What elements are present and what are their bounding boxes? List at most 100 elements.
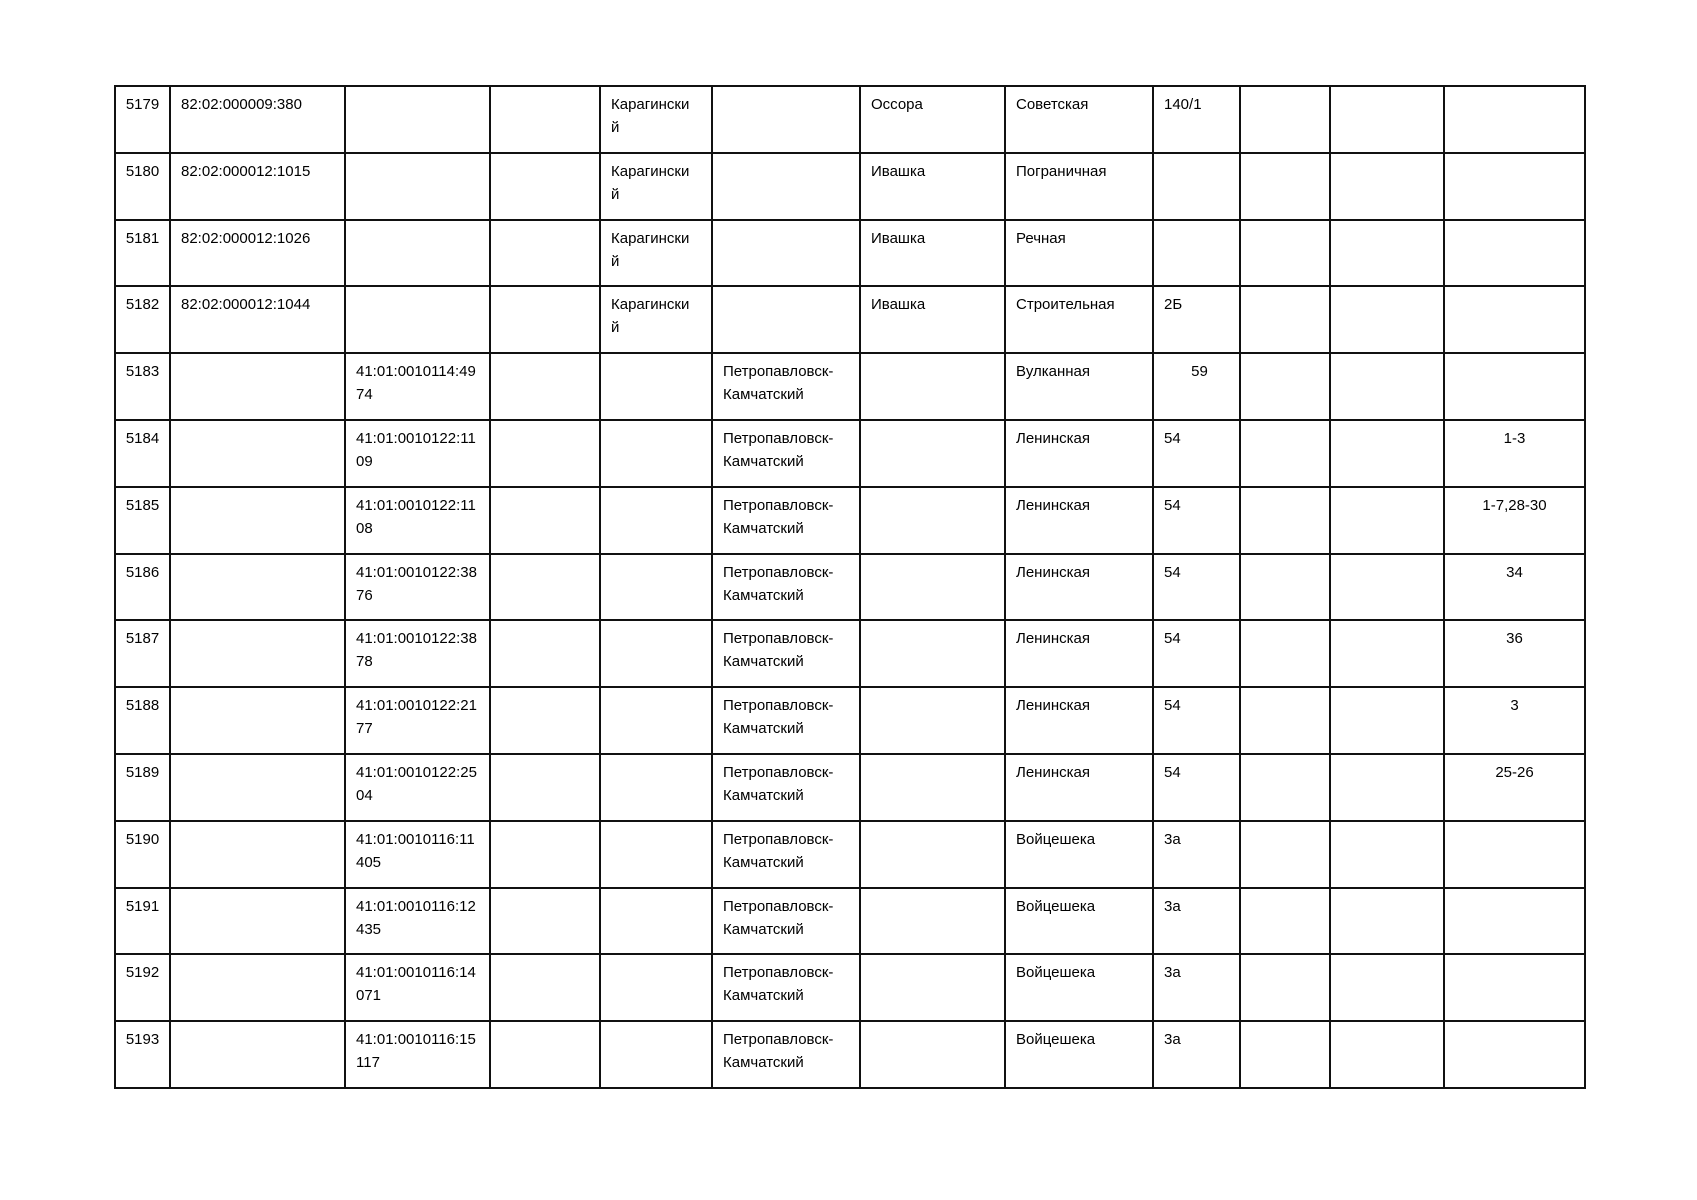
cell-street: Ленинская <box>1004 752 1154 822</box>
cell-settlement: Ивашка <box>859 285 1006 355</box>
cell-cad-41 <box>344 151 491 221</box>
cell-col-4 <box>489 485 601 555</box>
cell-col-11 <box>1329 619 1445 689</box>
cell-settlement <box>859 752 1006 822</box>
cell-apartments: 1-3 <box>1443 418 1586 488</box>
cell-house: 54 <box>1152 552 1241 622</box>
cell-house: 3а <box>1152 1020 1241 1089</box>
cell-settlement <box>859 886 1006 956</box>
cell-col-4 <box>489 886 601 956</box>
cell-district <box>599 418 713 488</box>
cell-apartments <box>1443 819 1586 889</box>
cell-cad-41: 41:01:0010114:49 74 <box>344 352 491 421</box>
cell-num: 5182 <box>114 285 171 355</box>
cell-district <box>599 686 713 755</box>
table-row: 5190 41:01:0010116:11 405 Петропавловск- К… <box>114 819 1586 889</box>
cell-col-10 <box>1239 151 1331 221</box>
cell-col-11 <box>1329 285 1445 355</box>
cell-num: 5179 <box>114 85 171 154</box>
cell-cad-82: 82:02:000012:1026 <box>169 218 346 288</box>
cell-settlement <box>859 686 1006 755</box>
cell-col-11 <box>1329 85 1445 154</box>
cell-street: Ленинская <box>1004 619 1154 689</box>
cell-settlement: Ивашка <box>859 218 1006 288</box>
cell-apartments <box>1443 1020 1586 1089</box>
cell-cad-41 <box>344 285 491 355</box>
cell-street: Ленинская <box>1004 552 1154 622</box>
cell-cad-82 <box>169 953 346 1023</box>
cell-street: Войцешека <box>1004 886 1154 956</box>
cell-cad-41: 41:01:0010116:12 435 <box>344 886 491 956</box>
cell-cad-82 <box>169 418 346 488</box>
cell-col-11 <box>1329 953 1445 1023</box>
table-row: 5188 41:01:0010122:21 77 Петропавловск- Ка… <box>114 686 1586 755</box>
table-row: 5187 41:01:0010122:38 78 Петропавловск- Ка… <box>114 619 1586 689</box>
cell-city: Петропавловск- Камчатский <box>711 619 861 689</box>
cell-house: 54 <box>1152 418 1241 488</box>
cell-city <box>711 151 861 221</box>
cell-district <box>599 352 713 421</box>
table-row: 5181 82:02:000012:1026 Карагински й Ивашка Р… <box>114 218 1586 288</box>
cell-col-10 <box>1239 552 1331 622</box>
cell-cad-82 <box>169 352 346 421</box>
cell-settlement: Оссора <box>859 85 1006 154</box>
cell-district <box>599 752 713 822</box>
cell-apartments: 3 <box>1443 686 1586 755</box>
cell-num: 5190 <box>114 819 171 889</box>
cell-num: 5187 <box>114 619 171 689</box>
cell-col-4 <box>489 619 601 689</box>
cell-cad-41: 41:01:0010116:11 405 <box>344 819 491 889</box>
table-row: 5185 41:01:0010122:11 08 Петропавловск- Ка… <box>114 485 1586 555</box>
cell-house: 140/1 <box>1152 85 1241 154</box>
cell-cad-41: 41:01:0010122:25 04 <box>344 752 491 822</box>
cell-house: 54 <box>1152 686 1241 755</box>
cell-district: Карагински й <box>599 151 713 221</box>
cell-col-11 <box>1329 151 1445 221</box>
cell-district: Карагински й <box>599 218 713 288</box>
cell-cad-82 <box>169 819 346 889</box>
cell-apartments <box>1443 151 1586 221</box>
cell-cad-82 <box>169 886 346 956</box>
cell-apartments <box>1443 886 1586 956</box>
cell-apartments: 34 <box>1443 552 1586 622</box>
cell-num: 5184 <box>114 418 171 488</box>
cell-settlement <box>859 418 1006 488</box>
cell-city: Петропавловск- Камчатский <box>711 552 861 622</box>
cell-cad-82 <box>169 552 346 622</box>
cell-apartments <box>1443 218 1586 288</box>
cell-col-4 <box>489 752 601 822</box>
cell-col-11 <box>1329 418 1445 488</box>
cell-city: Петропавловск- Камчатский <box>711 352 861 421</box>
cell-district: Карагински й <box>599 85 713 154</box>
cell-cad-82 <box>169 485 346 555</box>
cell-col-11 <box>1329 886 1445 956</box>
cell-street: Речная <box>1004 218 1154 288</box>
cell-street: Пограничная <box>1004 151 1154 221</box>
table-row: 5180 82:02:000012:1015 Карагински й Ивашка П… <box>114 151 1586 221</box>
cell-cad-41: 41:01:0010122:38 78 <box>344 619 491 689</box>
table-row: 5192 41:01:0010116:14 071 Петропавловск- К… <box>114 953 1586 1023</box>
cell-cad-41 <box>344 85 491 154</box>
cell-city: Петропавловск- Камчатский <box>711 686 861 755</box>
cell-cad-82 <box>169 619 346 689</box>
cell-col-10 <box>1239 485 1331 555</box>
cell-col-11 <box>1329 752 1445 822</box>
cell-cad-41 <box>344 218 491 288</box>
cell-col-10 <box>1239 285 1331 355</box>
cell-city: Петропавловск- Камчатский <box>711 886 861 956</box>
cell-house: 3а <box>1152 886 1241 956</box>
cell-col-11 <box>1329 218 1445 288</box>
cell-cad-82 <box>169 686 346 755</box>
cell-house <box>1152 151 1241 221</box>
cell-district <box>599 1020 713 1089</box>
cell-col-10 <box>1239 218 1331 288</box>
cell-col-4 <box>489 686 601 755</box>
cell-house: 3а <box>1152 819 1241 889</box>
cell-apartments: 36 <box>1443 619 1586 689</box>
cell-street: Войцешека <box>1004 953 1154 1023</box>
cell-house: 54 <box>1152 619 1241 689</box>
register-table-body: 5179 82:02:000009:380 Карагински й Оссора Со… <box>114 85 1586 1089</box>
cell-city: Петропавловск- Камчатский <box>711 418 861 488</box>
cell-cad-41: 41:01:0010116:15 117 <box>344 1020 491 1089</box>
